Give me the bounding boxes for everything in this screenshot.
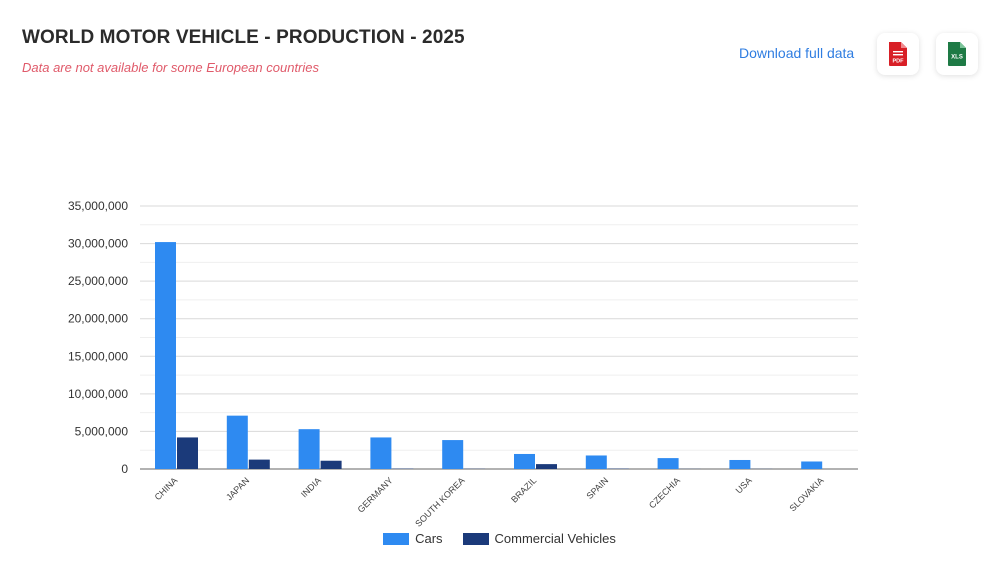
pdf-icon-label: PDF (893, 59, 905, 65)
y-tick-label: 35,000,000 (68, 199, 128, 213)
bar-cars-japan[interactable] (226, 415, 248, 469)
download-pdf-button[interactable]: PDF (877, 33, 919, 75)
x-tick-label: SLOVAKIA (788, 475, 826, 513)
y-tick-label: 30,000,000 (68, 237, 128, 251)
x-tick-label: SOUTH KOREA (413, 475, 466, 528)
legend-label-cars: Cars (415, 531, 443, 546)
y-tick-label: 20,000,000 (68, 312, 128, 326)
x-tick-label: USA (734, 475, 754, 495)
y-tick-label: 15,000,000 (68, 349, 128, 363)
x-tick-label: JAPAN (224, 475, 251, 502)
xls-icon-label: XLS (951, 55, 963, 61)
pdf-file-icon: PDF (889, 42, 907, 66)
legend-item-commercial-vehicles[interactable]: Commercial Vehicles (462, 531, 616, 546)
x-axis-ticks: CHINA JAPAN INDIA GERMANY SOUTH KOREA BRAZIL S… (153, 475, 826, 528)
legend-item-cars[interactable]: Cars (383, 531, 443, 546)
bar-commercial-vehicles-brazil[interactable] (536, 464, 557, 469)
bar-cars-brazil[interactable] (514, 453, 535, 469)
page-subtitle: Data are not available for some European… (22, 60, 320, 75)
x-tick-label: CHINA (153, 475, 180, 502)
x-tick-label: SPAIN (585, 475, 611, 501)
y-tick-label: 10,000,000 (68, 387, 128, 401)
bar-commercial-vehicles-india[interactable] (320, 460, 342, 469)
x-tick-label: CZECHIA (647, 475, 682, 510)
bar-cars-south-korea[interactable] (442, 440, 464, 469)
download-full-data-link[interactable]: Download full data (739, 45, 855, 61)
legend-label-commercial-vehicles: Commercial Vehicles (494, 531, 616, 546)
chart-bars (155, 242, 823, 469)
legend-swatch-commercial-vehicles (462, 532, 489, 545)
x-tick-label: GERMANY (356, 475, 395, 514)
x-tick-label: INDIA (299, 475, 323, 499)
bar-cars-spain[interactable] (585, 455, 607, 469)
y-tick-label: 5,000,000 (75, 424, 129, 438)
x-tick-label: BRAZIL (509, 475, 538, 504)
bar-commercial-vehicles-china[interactable] (177, 437, 198, 469)
chart-legend: Cars Commercial Vehicles (0, 531, 995, 546)
bar-cars-czechia[interactable] (657, 458, 679, 469)
y-tick-label: 0 (121, 462, 128, 476)
bar-cars-germany[interactable] (370, 437, 392, 469)
bar-commercial-vehicles-japan[interactable] (248, 459, 270, 469)
bar-cars-slovakia[interactable] (801, 461, 823, 469)
bar-cars-india[interactable] (298, 429, 320, 469)
chart-gridlines (140, 205, 858, 470)
download-xls-button[interactable]: XLS (936, 33, 978, 75)
bar-chart: 0 5,000,000 10,000,000 15,000,000 20,000,000… (68, 199, 858, 529)
xls-file-icon: XLS (948, 42, 966, 66)
bar-cars-china[interactable] (155, 242, 176, 469)
page-title: WORLD MOTOR VEHICLE - PRODUCTION - 2025 (22, 27, 465, 48)
y-axis-ticks: 0 5,000,000 10,000,000 15,000,000 20,000,000… (68, 199, 128, 476)
y-tick-label: 25,000,000 (68, 274, 128, 288)
legend-swatch-cars (383, 532, 410, 545)
bar-cars-usa[interactable] (729, 459, 751, 469)
